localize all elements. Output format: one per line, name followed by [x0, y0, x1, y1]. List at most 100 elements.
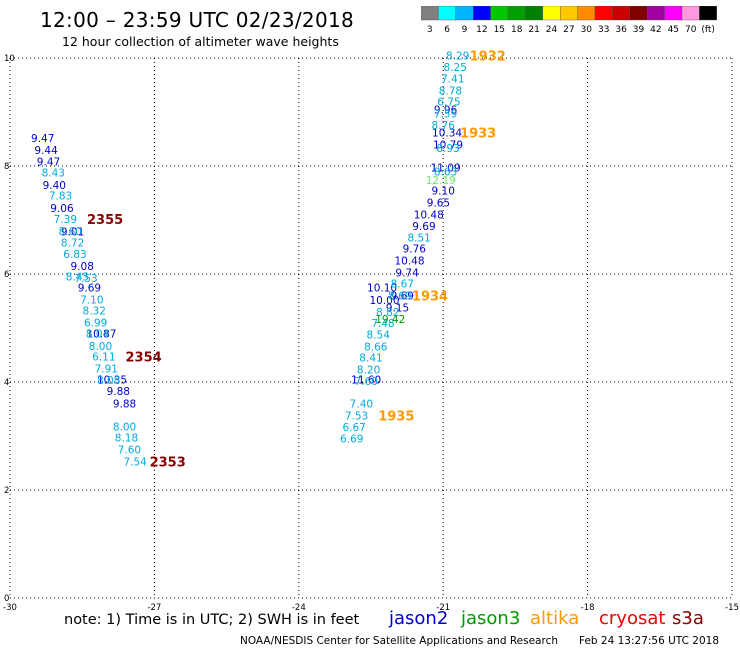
wave-height-point: 6.67 [342, 422, 365, 434]
colorbar-label: 33 [598, 25, 609, 35]
wave-height-point: 8.93 [436, 143, 459, 155]
colorbar-label: 30 [581, 25, 593, 35]
wave-height-point: 8.20 [357, 365, 380, 377]
wave-height-point: 7.39 [54, 214, 77, 226]
colorbar-label: 9 [462, 25, 468, 35]
footer-note: note: 1) Time is in UTC; 2) SWH is in fe… [64, 612, 360, 628]
wave-height-point: 9.69 [391, 291, 414, 303]
satellite-jason3-label: jason3 [461, 608, 521, 629]
wave-height-point: 8.51 [407, 232, 430, 244]
colorbar-label: 15 [494, 25, 505, 35]
wave-height-point: 10.00 [369, 295, 399, 307]
wave-height-point: 7.48 [371, 318, 394, 330]
wave-height-point: 10.48 [394, 256, 424, 268]
pass-time-label: 2353 [150, 455, 186, 470]
colorbar-label: 27 [563, 25, 574, 35]
wave-height-point: 8.32 [83, 306, 106, 318]
wave-height-point: 8.08 [97, 375, 120, 387]
wave-height-point: 9.15 [386, 302, 409, 314]
x-tick-label: -15 [725, 603, 739, 613]
colorbar-label: 3 [427, 25, 433, 35]
wave-height-point: 9.44 [34, 145, 58, 157]
page-title: 12:00 – 23:59 UTC 02/23/2018 [40, 8, 355, 32]
x-tick-label: -24 [292, 603, 306, 613]
x-tick-label: -27 [147, 603, 161, 613]
wave-height-point: 6.75 [437, 97, 460, 109]
wave-height-point: 11.09 [431, 163, 461, 175]
wave-height-point: 9.47 [37, 157, 60, 169]
wave-height-point: 10.48 [414, 210, 444, 222]
wave-height-point: 8.45 [66, 272, 89, 284]
wave-height-point: 10.79 [433, 139, 463, 151]
pass-time-label: 1932 [470, 49, 506, 64]
wave-height-point: 6.69 [340, 434, 363, 446]
wave-height-point: 9.69 [78, 283, 101, 295]
colorbar-legend: 3 6 9 12 15 18 21 24 27 30 33 36 39 42 45 70 (ft) [421, 6, 717, 35]
wave-height-point: 6.99 [84, 318, 107, 330]
colorbar-label: 42 [650, 25, 661, 35]
colorbar-label: 24 [546, 25, 558, 35]
wave-height-point: 6.83 [63, 249, 86, 261]
wave-height-point: 8.43 [42, 167, 65, 179]
colorbar-label: 12 [476, 25, 487, 35]
satellite-jason2-label: jason2 [389, 608, 449, 629]
pass-time-label: 1935 [378, 409, 414, 424]
wave-height-point: 8.69 [388, 291, 411, 303]
wave-height-point: 8.41 [359, 353, 382, 365]
wave-height-point: 7.60 [354, 376, 377, 388]
wave-height-point: 12.19 [426, 175, 456, 187]
wave-height-point: 7.40 [350, 399, 373, 411]
wave-height-point: 8.82 [376, 307, 399, 319]
wave-height-point: 7.91 [95, 364, 118, 376]
satellite-altika-label: altika [530, 608, 580, 629]
y-tick-label: 6 [4, 270, 9, 280]
wave-height-point: 7.59 [434, 109, 457, 121]
wave-height-point: 10.10 [367, 283, 397, 295]
pass-time-label: 2355 [87, 213, 123, 228]
wave-height-point: 8.63 [434, 166, 457, 178]
wave-height-point: 9.65 [427, 198, 450, 210]
wave-height-point: 9.40 [43, 180, 66, 192]
footer-credit: NOAA/NESDIS Center for Satellite Applica… [240, 635, 558, 647]
wave-height-point: 7.10 [80, 294, 103, 306]
colorbar-label: 36 [615, 25, 627, 35]
wave-height-point: 10.34 [432, 128, 462, 140]
wave-height-point: 7.41 [441, 74, 464, 86]
colorbar-label: 45 [668, 25, 679, 35]
colorbar-label: 21 [528, 25, 539, 35]
wave-height-point: 9.88 [113, 399, 136, 411]
wave-height-point: 8.18 [115, 433, 138, 445]
x-tick-label: -21 [436, 603, 450, 613]
wave-height-point: 10.35 [97, 374, 127, 386]
wave-height-point: 8.72 [61, 238, 84, 250]
page-subtitle: 12 hour collection of altimeter wave hei… [62, 34, 339, 49]
wave-height-point: 9.74 [395, 267, 419, 279]
wave-height-point: 9.88 [107, 386, 130, 398]
wave-height-point: 9.01 [61, 226, 84, 238]
pass-time-label: 2354 [126, 351, 162, 366]
y-tick-label: 4 [4, 378, 9, 388]
wave-height-point: 9.69 [412, 221, 435, 233]
footer-timestamp: Feb 24 13:27:56 UTC 2018 [579, 635, 719, 647]
wave-height-point: 8.00 [89, 341, 112, 353]
wave-height-point: 8.76 [432, 120, 456, 132]
y-tick-label: 8 [4, 162, 9, 172]
satellite-s3a-label: s3a [672, 608, 704, 629]
wave-height-point: 19.42 [375, 314, 405, 326]
wave-height-point: 8.04 [86, 328, 110, 340]
wave-height-point: 9.10 [432, 185, 455, 197]
wave-height-point: 8.67 [391, 279, 414, 291]
colorbar-label: 70 [685, 25, 697, 35]
wave-height-point: 8.60 [58, 226, 81, 238]
wave-height-point: 8.00 [113, 421, 136, 433]
colorbar-label: (ft) [701, 25, 715, 35]
colorbar-label: 18 [511, 25, 523, 35]
wave-height-point: 7.54 [123, 456, 147, 468]
wave-height-point: 10.87 [86, 328, 116, 340]
wave-height-point: 7.60 [118, 445, 141, 457]
wave-height-point: 6.11 [92, 352, 115, 364]
y-tick-label: 10 [4, 54, 15, 64]
wave-height-point: 7.83 [49, 191, 72, 203]
pass-time-label: 1934 [412, 290, 448, 305]
